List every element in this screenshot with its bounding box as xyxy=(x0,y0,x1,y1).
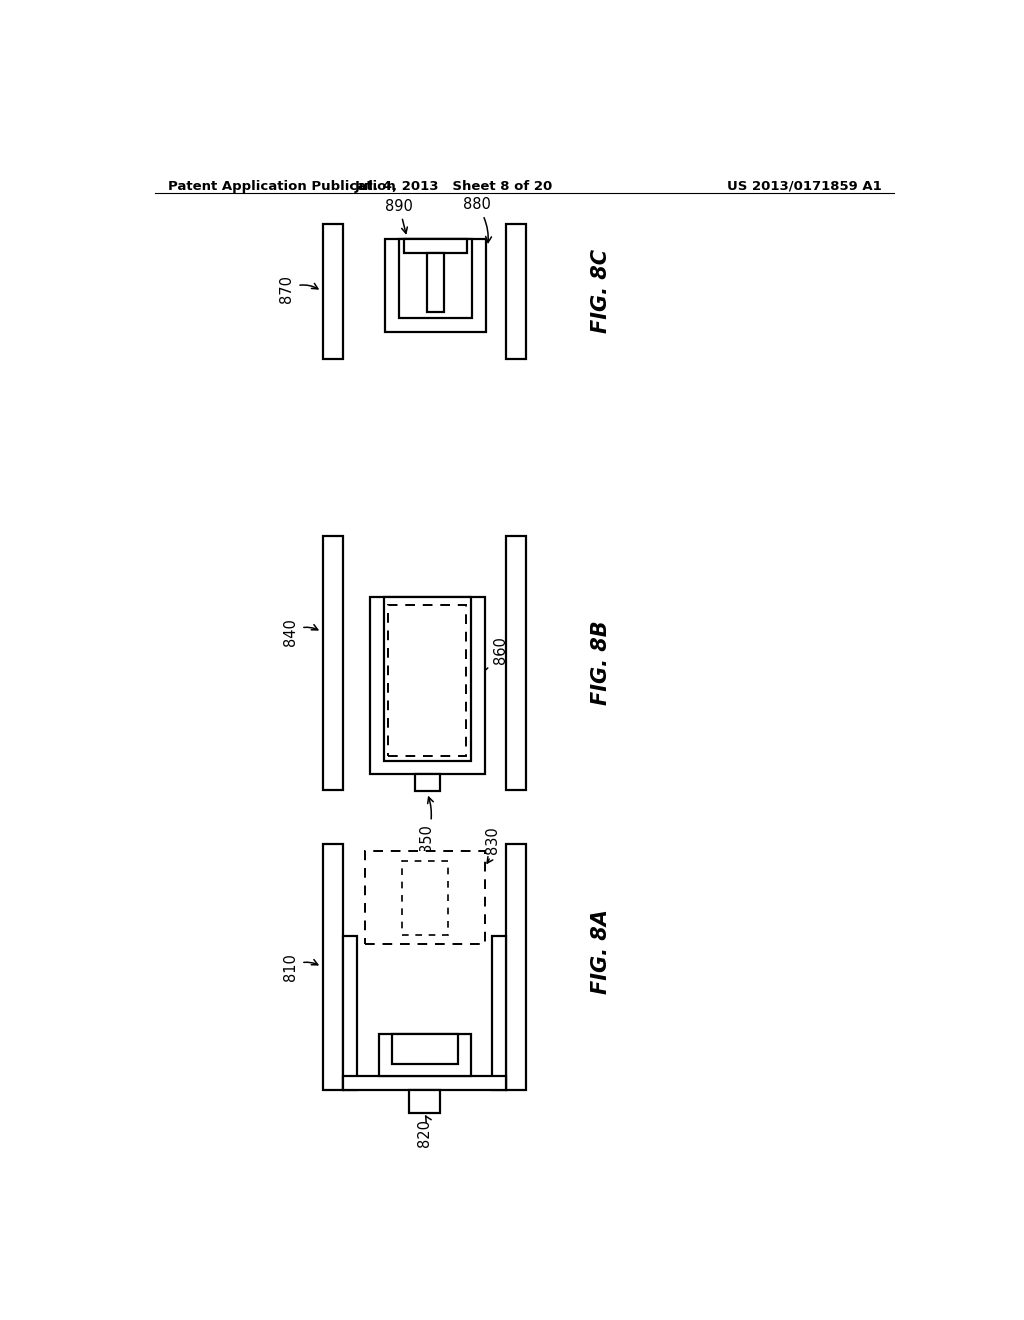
Text: 830: 830 xyxy=(484,826,500,863)
Text: 870: 870 xyxy=(280,276,317,304)
Text: Patent Application Publication: Patent Application Publication xyxy=(168,180,396,193)
Bar xyxy=(385,239,486,331)
Bar xyxy=(384,597,471,760)
Bar xyxy=(391,1034,458,1064)
Bar xyxy=(401,861,449,935)
Text: Jul. 4, 2013   Sheet 8 of 20: Jul. 4, 2013 Sheet 8 of 20 xyxy=(354,180,553,193)
Bar xyxy=(410,1090,440,1113)
Text: 810: 810 xyxy=(284,953,317,981)
Text: FIG. 8A: FIG. 8A xyxy=(591,909,610,994)
Text: US 2013/0171859 A1: US 2013/0171859 A1 xyxy=(727,180,882,193)
Text: 860: 860 xyxy=(473,636,508,678)
Bar xyxy=(324,224,343,359)
Bar xyxy=(370,598,484,775)
Bar xyxy=(388,605,466,756)
Bar xyxy=(493,936,506,1090)
Text: 890: 890 xyxy=(385,199,414,234)
Text: 850: 850 xyxy=(419,797,434,853)
Text: FIG. 8C: FIG. 8C xyxy=(591,249,610,333)
Text: 820: 820 xyxy=(418,1115,432,1147)
Bar xyxy=(366,851,484,944)
Bar xyxy=(506,224,526,359)
Text: FIG. 8B: FIG. 8B xyxy=(591,620,610,705)
Bar xyxy=(506,536,526,789)
Bar xyxy=(343,1076,506,1090)
Text: 840: 840 xyxy=(284,618,317,645)
Text: 880: 880 xyxy=(463,197,492,243)
Bar xyxy=(427,253,444,312)
Bar xyxy=(506,843,526,1090)
Bar xyxy=(403,239,467,253)
Bar xyxy=(324,843,343,1090)
Bar xyxy=(399,239,472,318)
Bar xyxy=(379,1034,471,1076)
Bar xyxy=(324,536,343,789)
Bar xyxy=(415,775,439,792)
Bar xyxy=(343,936,357,1090)
